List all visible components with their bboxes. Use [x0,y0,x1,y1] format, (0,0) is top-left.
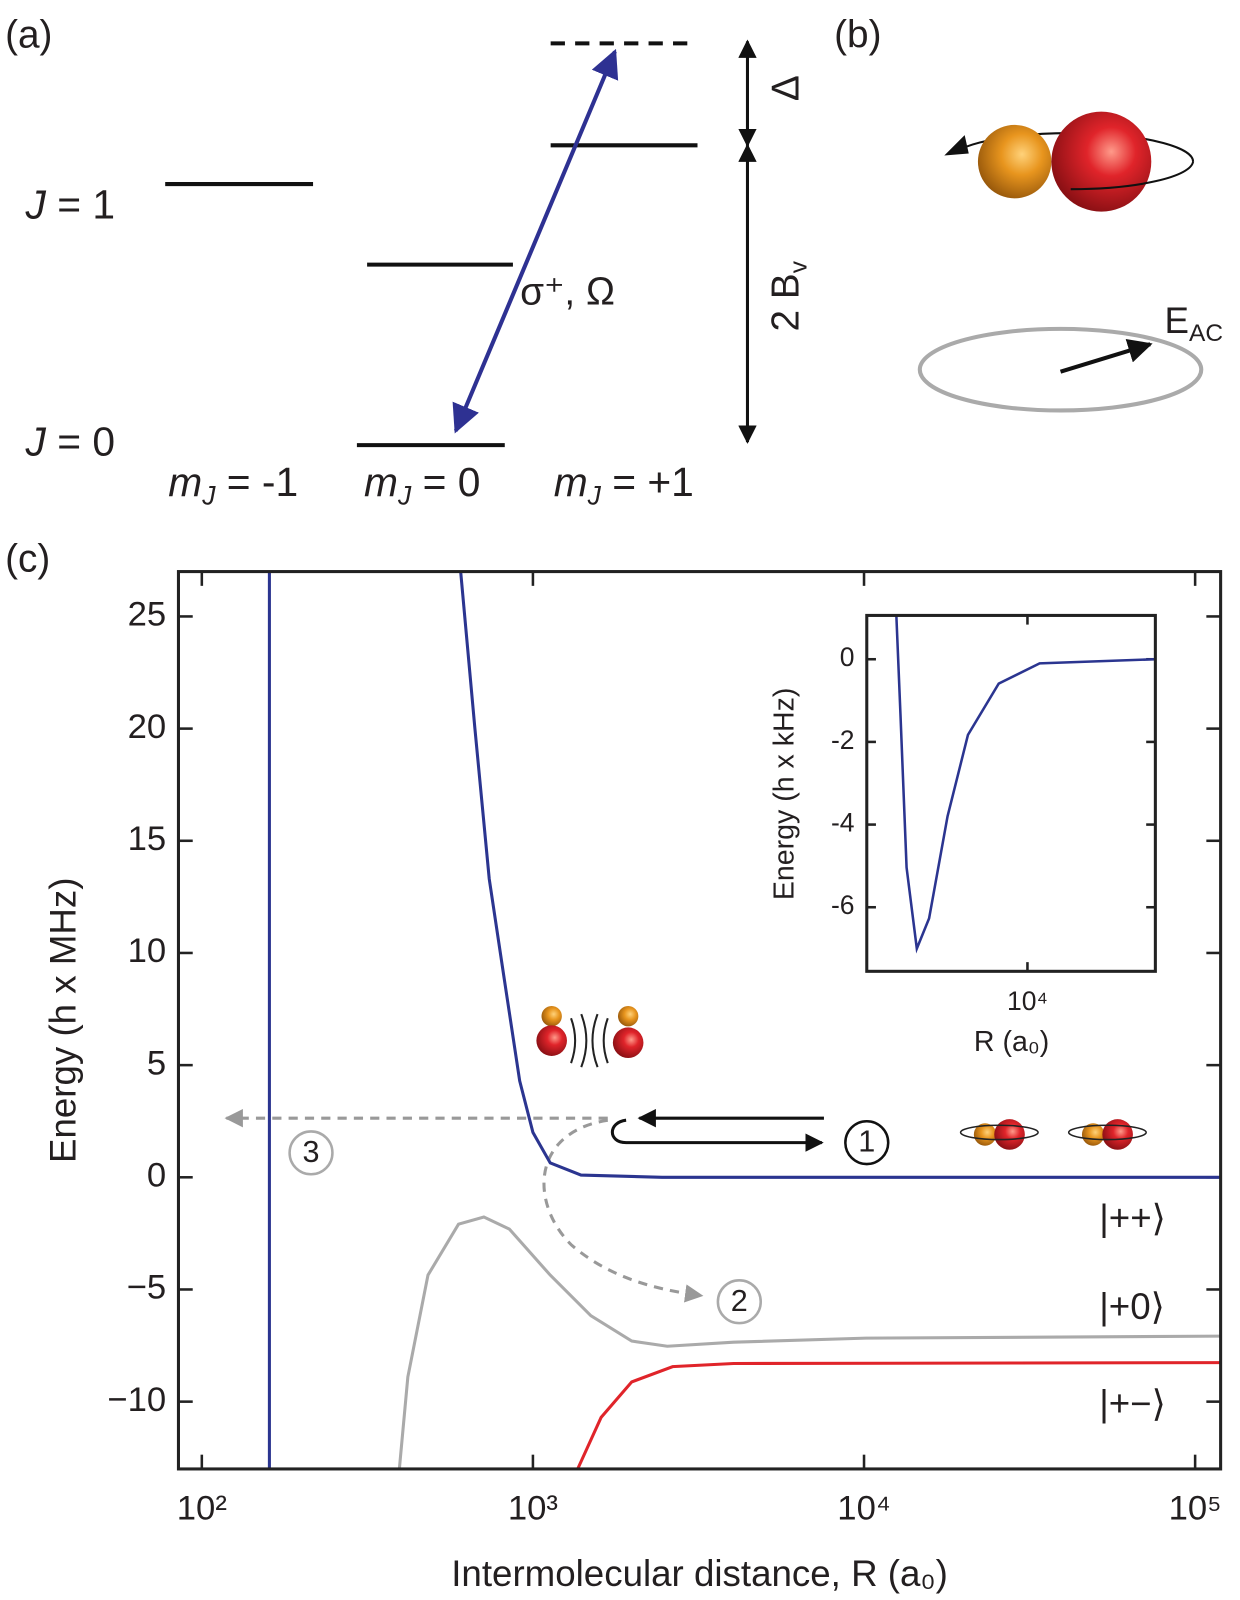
j-label: J = 0 [24,418,115,464]
y-tick-label: -4 [831,808,855,838]
y-tick-label: -2 [831,725,855,755]
annotation-circle [288,1130,334,1176]
m-label: mJ = 0 [364,459,480,510]
series-line [895,615,1156,954]
x-axis-label: Intermolecular distance, R (a₀) [451,1553,948,1594]
molecule-icons [536,1005,1147,1150]
y-tick-label: 25 [128,596,167,634]
x-tick-label: 10⁴ [1007,986,1048,1016]
energy-levels [165,41,698,448]
transition-label: σ⁺, Ω [520,270,615,313]
field-arrow [1059,338,1153,374]
m-label: mJ = -1 [168,459,298,510]
series-line [576,1361,1221,1469]
x-tick-label: 10³ [508,1490,558,1528]
panel-label: (c) [5,538,50,581]
state-label: |++⟩ [1099,1197,1166,1238]
x-tick-label: 10⁵ [1169,1490,1222,1528]
y-axis-label: Energy (h x kHz) [768,688,800,901]
splitting-label: 2 Bv [764,260,812,331]
y-tick-label: 5 [147,1044,166,1082]
x-tick-label: 10² [177,1490,227,1528]
panel-label: (b) [834,13,881,56]
y-tick-label: -6 [831,890,855,920]
panel-label: (a) [5,13,52,56]
y-tick-label: 15 [128,820,167,858]
molecule [944,111,1195,212]
m-label: mJ = +1 [554,459,694,510]
field-label: EAC [1165,300,1223,347]
y-tick-label: 0 [840,642,855,672]
state-label: |+0⟩ [1099,1286,1165,1327]
plot-frame [176,570,1223,1471]
j-label: J = 1 [24,182,115,228]
y-tick-label: −10 [107,1381,166,1419]
state-label: |+−⟩ [1099,1383,1166,1424]
annotation: 3 [303,1135,320,1169]
y-axis-label: Energy (h x MHz) [42,877,83,1163]
y-tick-label: 10 [128,932,167,970]
process-arrows [224,1108,824,1303]
series-line [397,1215,1221,1469]
x-axis-label: R (a₀) [974,1026,1049,1058]
inset-background [866,615,1156,972]
transition-arrow [452,48,619,434]
chart: -6 -4 -2 0 10⁴ R (a₀) Energy (h x kHz) [768,613,1157,1058]
y-tick-label: 0 [147,1156,166,1194]
y-tick-label: 20 [128,708,167,746]
annotation: 1 [858,1125,875,1159]
x-tick-label: 10⁴ [837,1490,890,1528]
annotation-circle [844,1119,890,1166]
annotation-circle [716,1279,762,1325]
field-rotation [917,326,1204,413]
detuning-label: Δ [764,75,807,101]
y-tick-label: −5 [127,1269,167,1307]
plot-frame [865,613,1157,973]
annotation: 2 [731,1284,748,1318]
series-line [459,571,1221,1179]
